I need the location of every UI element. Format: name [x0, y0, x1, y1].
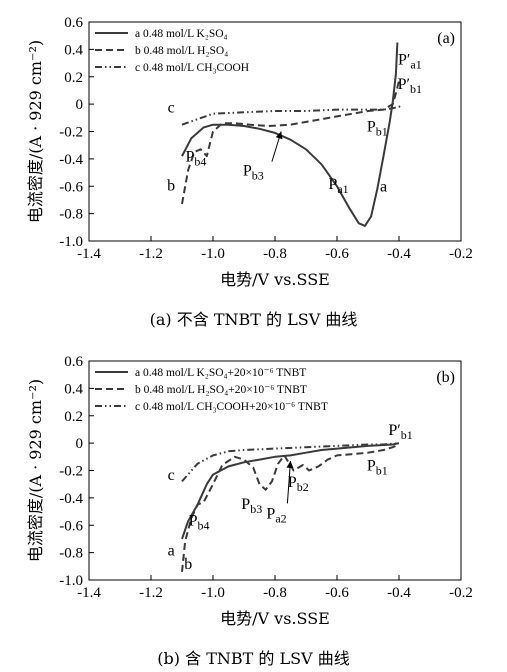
annotation-label: Pb4	[189, 512, 210, 532]
x-axis-label: 电势/V vs.SSE	[220, 270, 330, 289]
annotation-label: b	[184, 556, 192, 573]
annotation-arrowhead	[275, 131, 283, 140]
annotation-label: P′b1	[398, 76, 422, 96]
y-tick-label: 0.6	[64, 354, 83, 370]
annotation-label: b	[167, 177, 175, 194]
x-tick-label: -1.2	[139, 246, 163, 262]
chart-panel-b: -1.4 -1.2 -1.0 -0.8 -0.6 -0.4 -0.2 -1.0 -0.8 -0.6…	[26, 354, 473, 628]
annotation-label: a	[168, 542, 175, 559]
y-tick-label: 0.6	[64, 15, 83, 31]
annotation-label: P′b1	[388, 422, 412, 442]
legend-label-b: b 0.48 mol/L H₂SO₄	[135, 45, 228, 57]
y-tick-label: -1.0	[59, 234, 83, 250]
y-tick-label: 0.4	[64, 381, 83, 397]
x-tick-label: -1.2	[139, 585, 163, 601]
legend-label-b: b 0.48 mol/L H₂SO₄+20×10⁻⁶ TNBT	[135, 384, 307, 396]
y-tick-label: -0.2	[59, 464, 83, 480]
x-tick-label: -0.2	[449, 246, 473, 262]
x-tick-label: -1.4	[77, 246, 101, 262]
annotation-label: Pb1	[367, 119, 388, 139]
annotation-label: P′a1	[398, 51, 422, 71]
y-tick-label: 0.2	[64, 409, 83, 425]
y-axis-label: 电流密度/(A · 929 cm⁻²)	[26, 379, 45, 562]
annotation-arrowhead	[286, 460, 294, 469]
annotation-label: Pb1	[367, 458, 388, 478]
annotation-label: Pb2	[288, 474, 309, 494]
annotation-label: Pb3	[243, 162, 264, 182]
y-tick-label: -0.8	[59, 207, 83, 223]
legend-label-c: c 0.48 mol/L CH₃COOH+20×10⁻⁶ TNBT	[135, 401, 328, 413]
y-tick-label: -0.8	[59, 546, 83, 562]
y-tick-label: 0.4	[64, 42, 83, 58]
series-line-c	[181, 103, 403, 126]
legend-label-a: a 0.48 mol/L K₂SO₄+20×10⁻⁶ TNBT	[135, 367, 306, 379]
x-tick-label: -0.6	[325, 246, 349, 262]
y-tick-label: -0.6	[59, 518, 83, 534]
series-line-a	[181, 442, 400, 540]
x-tick-label: -0.4	[387, 585, 411, 601]
annotation-label: Pa1	[328, 176, 348, 196]
panel-label: (a)	[437, 30, 455, 47]
y-tick-label: 0	[76, 436, 84, 452]
x-tick-label: -0.4	[387, 246, 411, 262]
x-tick-label: -1.0	[201, 585, 225, 601]
y-tick-label: -0.4	[59, 491, 83, 507]
series-line-b	[181, 80, 400, 205]
y-tick-label: -0.4	[59, 152, 83, 168]
x-tick-label: -1.0	[201, 246, 225, 262]
y-tick-label: -1.0	[59, 573, 83, 589]
legend-label-c: c 0.48 mol/L CH₃COOH	[135, 62, 249, 74]
x-axis-label: 电势/V vs.SSE	[220, 609, 330, 628]
annotation-label: c	[168, 99, 175, 116]
caption-a: (a) 不含 TNBT 的 LSV 曲线	[149, 310, 358, 329]
x-tick-label: -0.8	[263, 585, 287, 601]
x-tick-label: -0.6	[325, 585, 349, 601]
caption-b: (b) 含 TNBT 的 LSV 曲线	[157, 649, 350, 668]
x-tick-label: -1.4	[77, 585, 101, 601]
y-tick-label: 0	[76, 97, 84, 113]
annotation-label: Pa2	[266, 505, 286, 525]
y-tick-label: 0.2	[64, 70, 83, 86]
chart-panel-a: -1.4 -1.2 -1.0 -0.8 -0.6 -0.4 -0.2 -1.0 -0.8 -0.6…	[26, 15, 473, 289]
x-tick-label: -0.8	[263, 246, 287, 262]
annotation-arrow	[286, 460, 291, 504]
panel-label: (b)	[436, 369, 455, 386]
x-tick-label: -0.2	[449, 585, 473, 601]
series-line-b	[181, 443, 400, 572]
annotation-label: Pb3	[241, 496, 262, 516]
annotation-label: c	[168, 467, 175, 484]
annotation-label: Pb4	[185, 149, 206, 169]
y-tick-label: -0.2	[59, 125, 83, 141]
y-axis-label: 电流密度/(A · 929 cm⁻²)	[26, 40, 45, 223]
annotation-label: a	[380, 179, 387, 196]
legend-label-a: a 0.48 mol/L K₂SO₄	[135, 28, 228, 40]
y-tick-label: -0.6	[59, 179, 83, 195]
